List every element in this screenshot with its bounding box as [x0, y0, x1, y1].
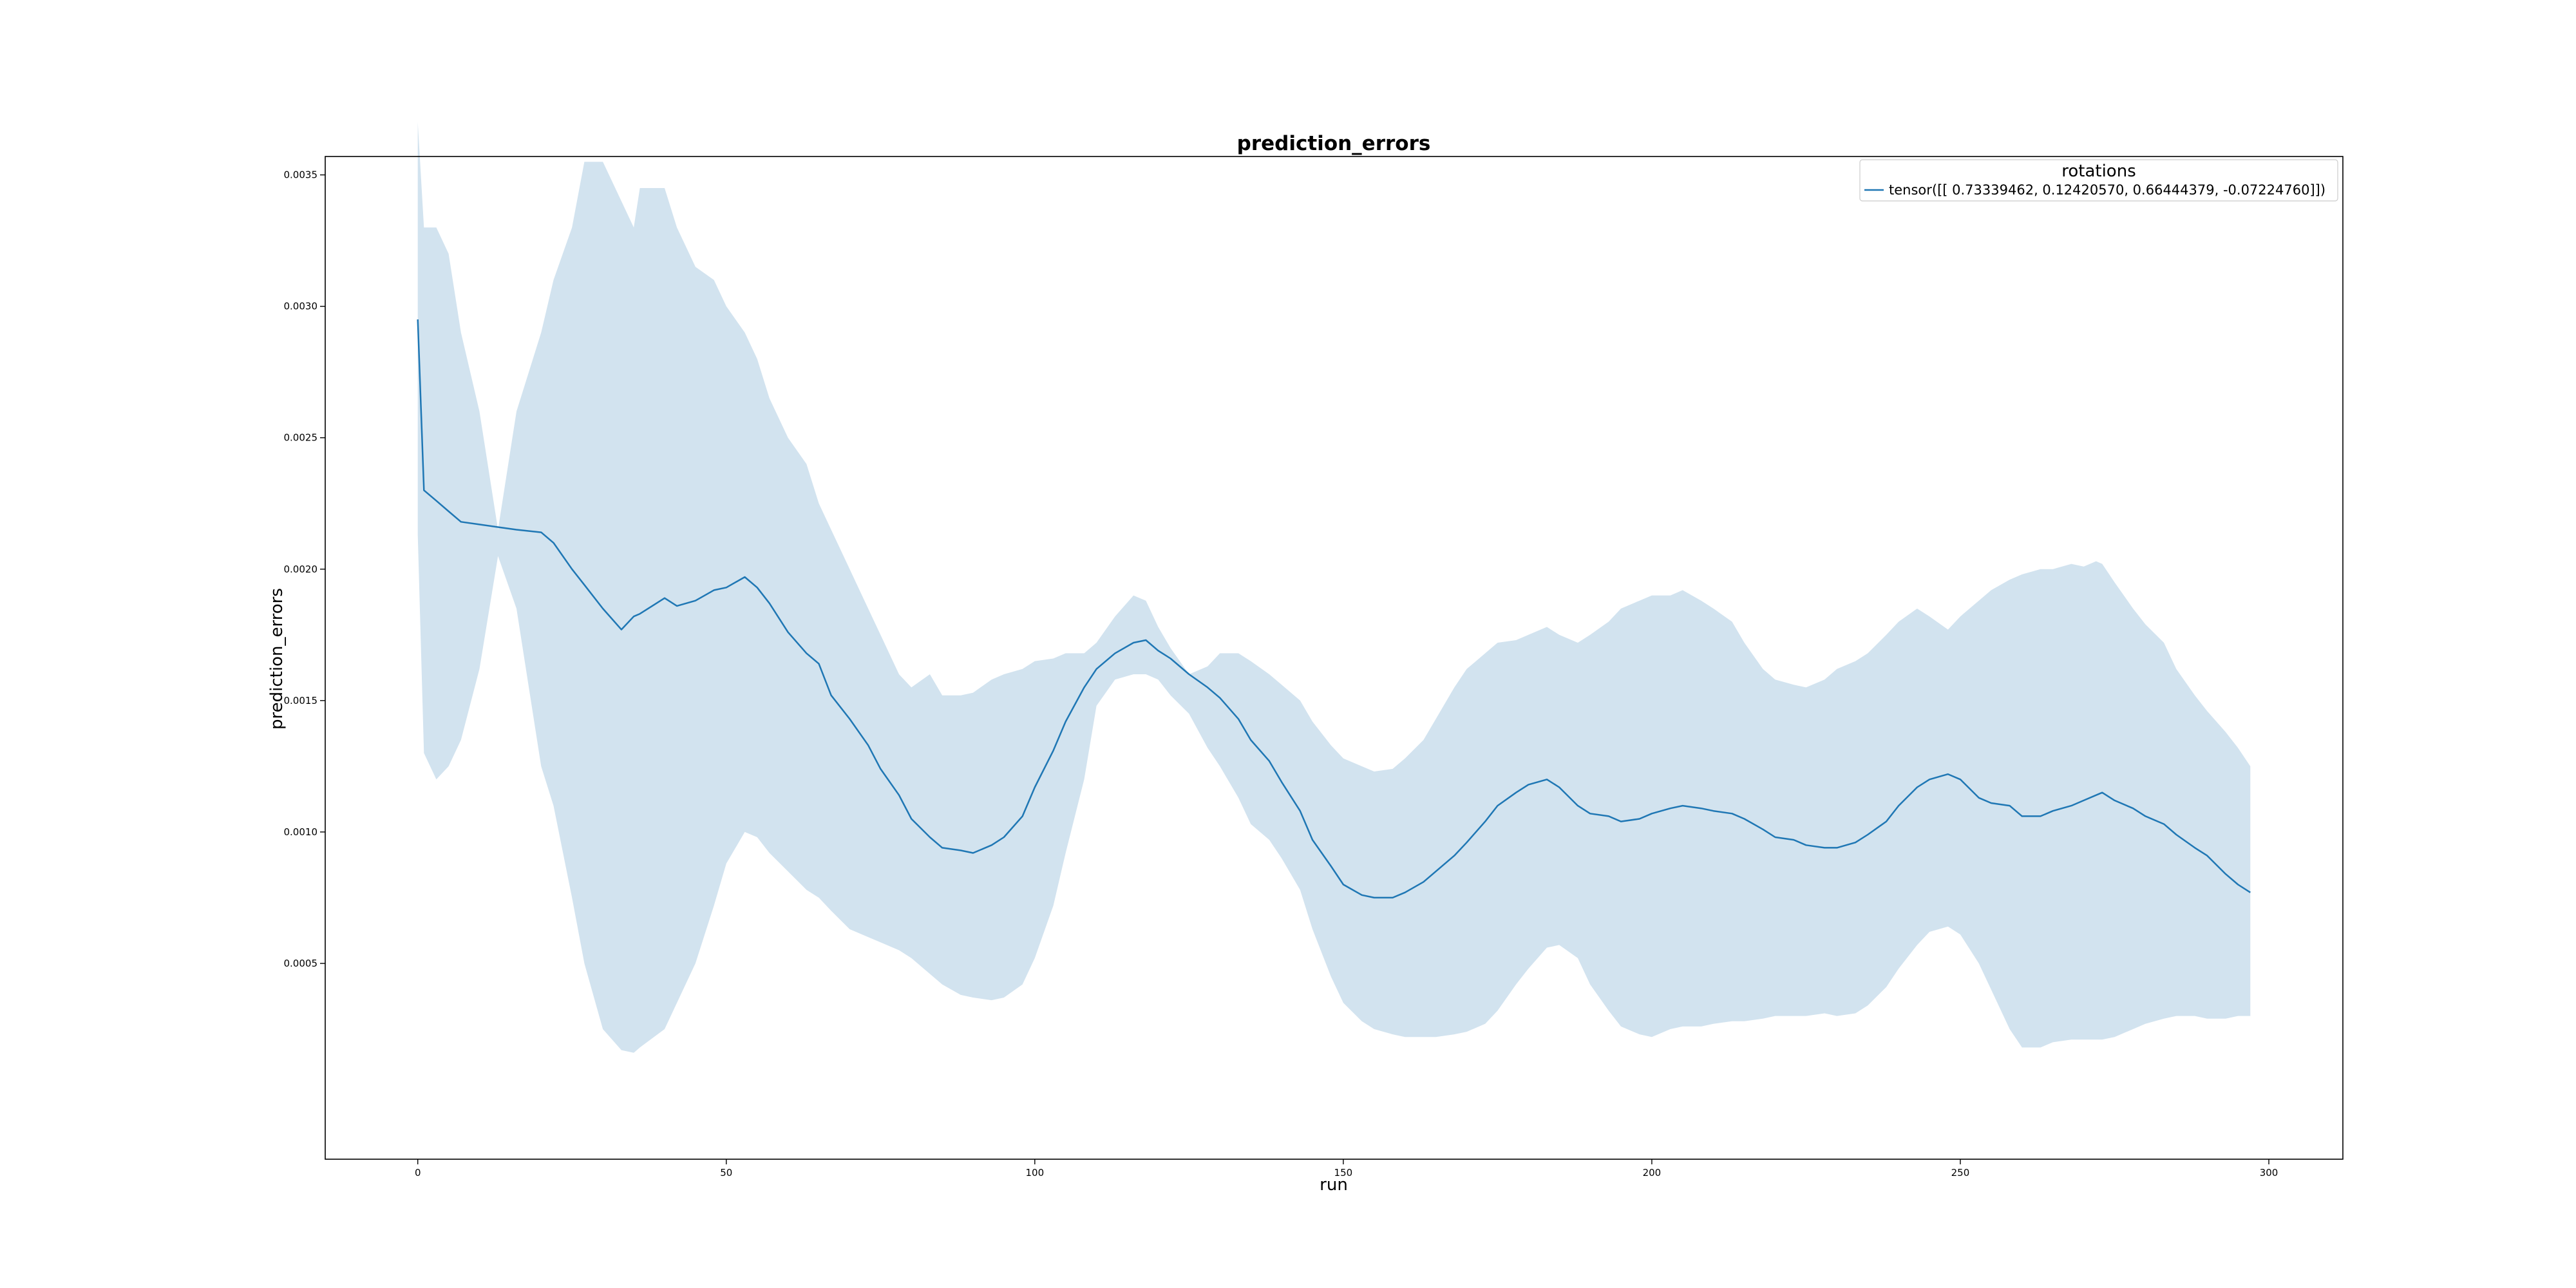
y-tick-label: 0.0015: [284, 695, 318, 706]
chart-title: prediction_errors: [1237, 132, 1431, 155]
series-line-layer: [417, 319, 2251, 899]
confidence-band-layer: [417, 122, 2251, 1053]
y-tick-label: 0.0020: [284, 564, 318, 575]
x-tick-label: 0: [415, 1167, 421, 1179]
y-tick-label: 0.0025: [284, 432, 318, 444]
series-line: [417, 319, 2251, 899]
legend-title: rotations: [2061, 162, 2136, 181]
y-tick-label: 0.0030: [284, 301, 318, 312]
legend-entry-label: tensor([[ 0.73339462, 0.12420570, 0.6644…: [1889, 182, 2325, 198]
confidence-band: [417, 122, 2251, 1053]
y-axis-ticks: 0.0005 0.0010 0.0015 0.0020 0.0025 0.0030 0.00…: [284, 169, 325, 969]
y-axis-label: prediction_errors: [267, 588, 287, 730]
legend: rotations tensor([[ 0.73339462, 0.124205…: [1859, 159, 2338, 202]
plot-frame: [325, 156, 2344, 1160]
y-tick-label: 0.0010: [284, 826, 318, 838]
x-tick-label: 50: [720, 1167, 732, 1179]
y-tick-label: 0.0005: [284, 958, 318, 969]
x-tick-label: 200: [1643, 1167, 1662, 1179]
x-axis-label: run: [1320, 1175, 1348, 1195]
x-tick-label: 250: [1951, 1167, 1970, 1179]
legend-box: [1859, 159, 2338, 202]
x-tick-label: 100: [1025, 1167, 1044, 1179]
y-tick-label: 0.0035: [284, 169, 318, 181]
x-tick-label: 150: [1334, 1167, 1353, 1179]
x-tick-label: 300: [2260, 1167, 2278, 1179]
x-axis-ticks: 0 50 100 150 200 250 300: [415, 1159, 2278, 1179]
